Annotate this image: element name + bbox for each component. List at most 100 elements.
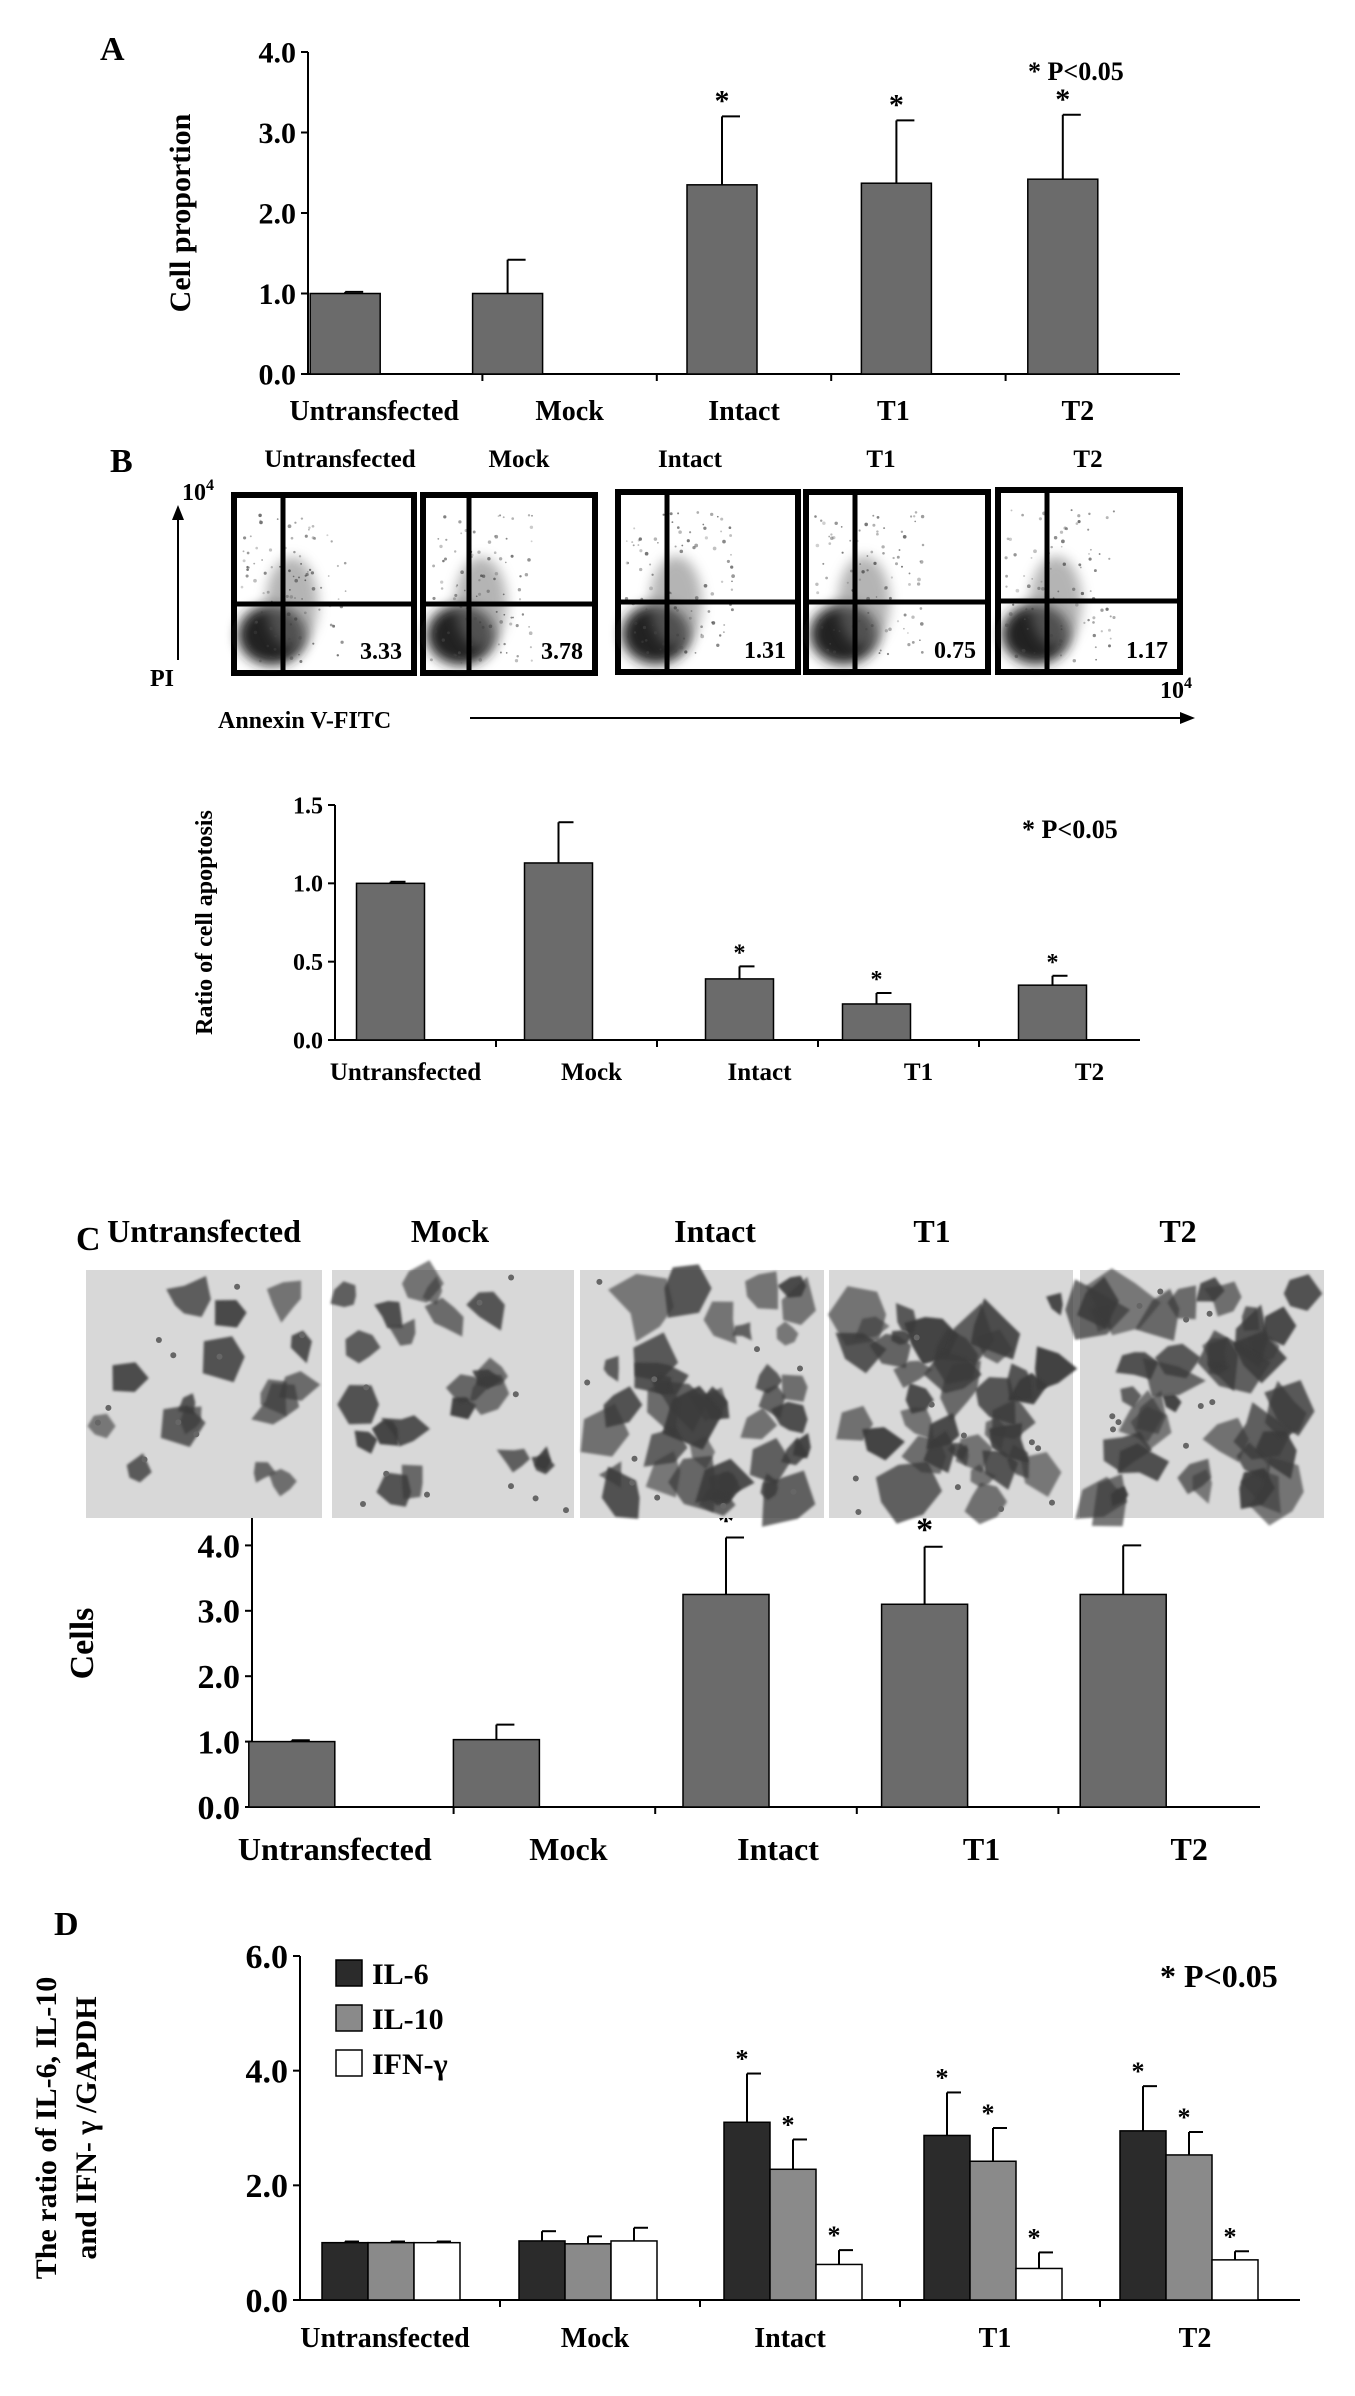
bar xyxy=(682,1593,770,1808)
flow-event-dot xyxy=(289,623,292,626)
significance-note-a: * P<0.05 xyxy=(1028,57,1124,86)
flow-event-dot xyxy=(1089,590,1092,593)
flow-event-dot xyxy=(318,608,321,611)
membrane-pore xyxy=(928,1401,935,1408)
flow-event-dot xyxy=(720,517,724,521)
significance-text: * P<0.05 xyxy=(1160,1958,1278,1994)
flow-event-dot xyxy=(276,518,279,520)
flow-event-dot xyxy=(1060,545,1063,548)
flow-event-dot xyxy=(1089,548,1092,551)
migrated-cell xyxy=(770,1401,808,1434)
flow-event-dot xyxy=(634,621,638,626)
flow-event-dot xyxy=(253,630,258,635)
membrane-pore xyxy=(170,1352,177,1359)
flow-event-dot xyxy=(1070,509,1073,512)
flow-event-dot xyxy=(1088,553,1090,555)
flow-event-dot xyxy=(896,555,900,559)
flow-title: T1 xyxy=(866,446,895,473)
migrated-cell xyxy=(534,1446,552,1471)
flow-event-dot xyxy=(472,530,476,534)
flow-event-dot xyxy=(1053,536,1058,540)
flow-event-dot xyxy=(911,641,915,644)
flow-event-dot xyxy=(1075,522,1079,525)
flow-event-dot xyxy=(510,616,513,619)
migrated-cell xyxy=(337,1385,379,1425)
flow-event-dot xyxy=(865,628,868,631)
flow-event-dot xyxy=(1014,654,1019,659)
flow-event-dot xyxy=(1087,528,1090,531)
flow-event-dot xyxy=(908,582,911,586)
migrated-cell xyxy=(732,1322,752,1341)
flow-event-dot xyxy=(1105,607,1109,611)
migrated-cell xyxy=(776,1321,799,1346)
migrated-cell xyxy=(893,1360,933,1388)
migrated-cell xyxy=(1046,1292,1063,1316)
migrated-cell xyxy=(694,1458,755,1504)
flow-event-dot xyxy=(285,594,289,598)
x-category-label: T2 xyxy=(1075,1059,1104,1086)
flow-event-dot xyxy=(919,560,922,563)
migrated-cell xyxy=(166,1276,211,1317)
flow-event-dot xyxy=(1033,617,1036,619)
x-category-label: T2 xyxy=(1179,2323,1212,2354)
migrated-cell xyxy=(875,1461,942,1524)
flow-event-dot xyxy=(679,549,684,554)
flow-event-dot xyxy=(822,521,826,525)
y-axis-label: Ratio of cell apoptosis xyxy=(192,810,218,1035)
membrane-pore xyxy=(508,1483,514,1490)
flow-event-dot xyxy=(914,520,917,523)
x-category-label: Untransfected xyxy=(238,1831,432,1867)
flow-event-dot xyxy=(1005,585,1008,588)
x-category-label: Mock xyxy=(535,396,604,427)
flow-event-dot xyxy=(440,587,444,590)
flow-event-dot xyxy=(298,555,302,558)
flow-event-dot xyxy=(273,647,277,651)
flow-event-dot xyxy=(1083,621,1086,624)
membrane-pore xyxy=(654,1494,661,1501)
bar xyxy=(471,292,544,375)
flow-event-dot xyxy=(892,556,895,560)
membrane-pore xyxy=(1049,1499,1055,1506)
y-tick-label: 0.0 xyxy=(293,1028,323,1054)
flow-event-dot xyxy=(677,512,680,515)
membrane-pore xyxy=(1183,1316,1190,1323)
migrated-cell xyxy=(1283,1274,1323,1311)
flow-event-dot xyxy=(726,559,730,563)
membrane-pore xyxy=(797,1365,803,1372)
flow-event-dot xyxy=(1072,658,1077,663)
flow-event-dot xyxy=(644,639,648,642)
membrane-pore xyxy=(476,1299,483,1306)
flow-event-dot xyxy=(487,540,492,544)
flow-event-dot xyxy=(269,626,273,631)
flow-event-dot xyxy=(259,659,262,663)
flow-event-dot xyxy=(336,564,339,568)
flow-event-dot xyxy=(494,534,499,539)
flow-event-dot xyxy=(261,559,263,561)
flow-event-dot xyxy=(694,596,699,600)
flow-event-dot xyxy=(712,546,717,551)
flow-event-dot xyxy=(299,660,303,663)
membrane-pore xyxy=(94,1419,101,1426)
significance-star: * xyxy=(1028,2223,1041,2252)
flow-event-dot xyxy=(460,570,464,574)
x-category-label: Untransfected xyxy=(300,2323,470,2354)
migrated-cell xyxy=(982,1450,1019,1490)
bar xyxy=(923,2134,971,2301)
migrated-cell xyxy=(854,1316,890,1340)
flow-event-dot xyxy=(840,526,843,528)
flow-event-dot xyxy=(730,608,734,612)
flow-event-dot xyxy=(266,644,270,648)
chart-b: 0.0 0.5 1.0 1.5 Ratio of cell apoptosis Untra… xyxy=(192,793,1140,1086)
flow-event-dot xyxy=(478,578,481,582)
flow-event-dot xyxy=(287,524,292,529)
flow-event-dot xyxy=(881,545,885,549)
flow-event-dot xyxy=(867,611,870,614)
significance-star: * xyxy=(1055,83,1070,116)
flow-event-dot xyxy=(460,532,463,535)
flow-event-dot xyxy=(689,531,692,534)
flow-event-dot xyxy=(519,575,522,578)
migrated-cell xyxy=(388,1318,416,1346)
flow-event-dot xyxy=(1005,574,1008,578)
migrated-cell xyxy=(970,1298,1021,1360)
flow-event-dot xyxy=(442,559,445,563)
